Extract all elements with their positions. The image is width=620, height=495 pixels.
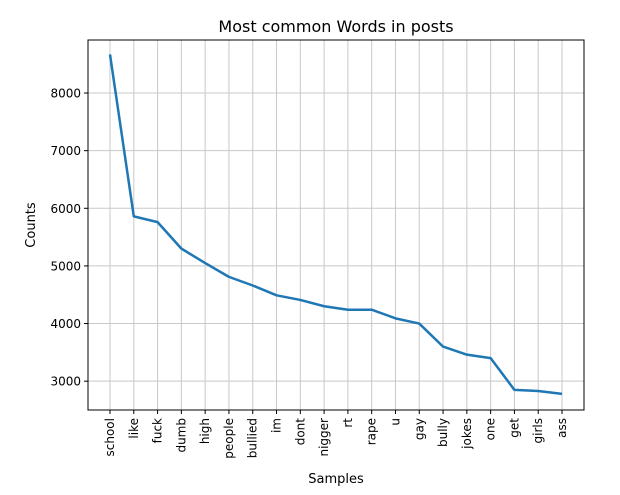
x-tick-label: bully (436, 418, 450, 447)
x-tick-label: fuck (151, 418, 165, 443)
y-axis-ticks: 3000 4000 5000 6000 7000 8000 (50, 87, 88, 389)
chart-title: Most common Words in posts (218, 17, 453, 36)
x-tick-label: girls (531, 418, 545, 443)
series-line (108, 54, 563, 396)
y-tick-label: 3000 (50, 375, 81, 389)
y-tick-label: 6000 (50, 202, 81, 216)
x-axis-ticks: school like fuck dumb high people bullied im don… (103, 410, 569, 459)
x-tick-label: dont (293, 418, 307, 446)
x-tick-label: high (198, 418, 212, 444)
x-tick-label: rape (365, 418, 379, 445)
y-tick-label: 8000 (50, 87, 81, 101)
grid-lines (88, 40, 584, 410)
y-tick-label: 5000 (50, 259, 81, 273)
y-tick-label: 7000 (50, 144, 81, 158)
x-tick-label: bullied (246, 418, 260, 458)
x-tick-label: people (222, 418, 236, 459)
y-axis-label: Counts (24, 202, 39, 248)
y-tick-label: 4000 (50, 317, 81, 331)
x-tick-label: gay (412, 418, 426, 440)
x-axis-label: Samples (308, 472, 364, 487)
x-tick-label: nigger (317, 418, 331, 457)
x-tick-label: ass (555, 418, 569, 438)
x-tick-label: one (484, 418, 498, 440)
x-tick-label: im (270, 418, 284, 433)
x-tick-label: u (388, 418, 402, 426)
x-tick-label: school (103, 418, 117, 456)
x-tick-label: rt (341, 418, 355, 428)
x-tick-label: jokes (460, 418, 474, 450)
x-tick-label: like (127, 418, 141, 439)
plot-area-frame (87, 39, 585, 411)
x-tick-label: get (507, 418, 521, 438)
x-tick-label: dumb (174, 418, 188, 453)
